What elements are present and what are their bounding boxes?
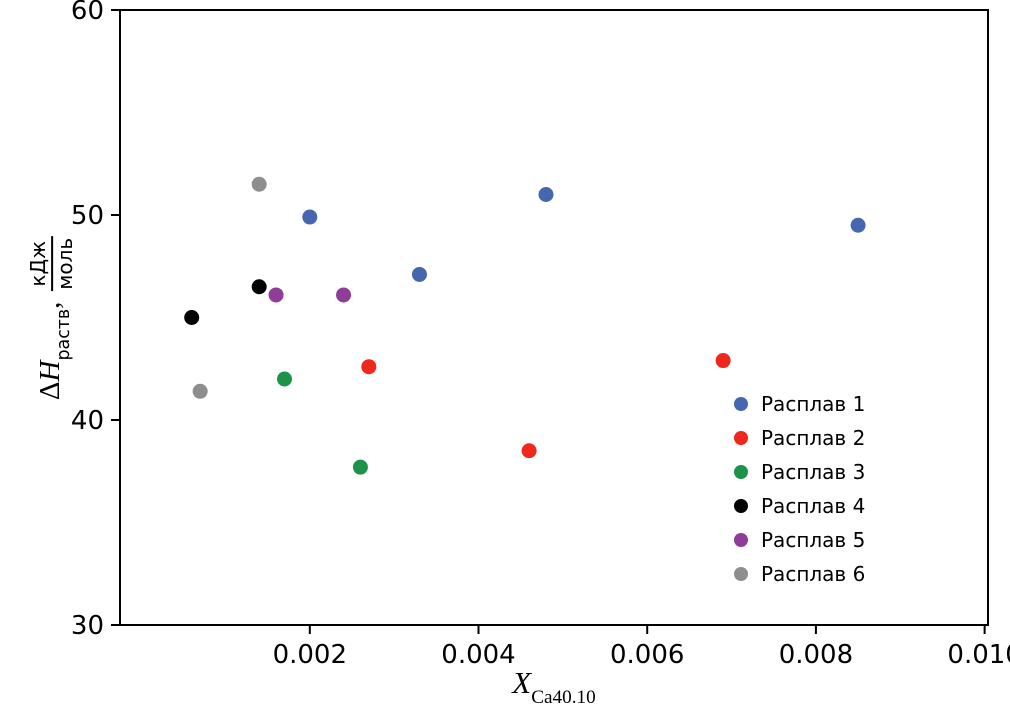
- data-point: [521, 443, 537, 459]
- data-point: [361, 359, 377, 375]
- legend-label: Расплав 4: [761, 494, 866, 518]
- data-point: [184, 310, 200, 325]
- data-point: [336, 287, 352, 303]
- y-tick-label: 50: [71, 201, 104, 231]
- legend-item: Расплав 5: [734, 523, 865, 557]
- legend-marker-dot: [734, 431, 748, 445]
- legend-item: Расплав 1: [734, 387, 865, 421]
- legend-marker-dot: [734, 533, 748, 547]
- x-symbol: X: [512, 665, 532, 700]
- data-point: [251, 279, 267, 295]
- legend-label: Расплав 2: [761, 426, 866, 450]
- legend-item: Расплав 6: [734, 557, 865, 591]
- data-point: [715, 353, 731, 369]
- legend-item: Расплав 2: [734, 421, 865, 455]
- x-tick-label: 0.008: [779, 640, 853, 670]
- x-tick-label: 0.002: [273, 640, 347, 670]
- legend-item: Расплав 4: [734, 489, 865, 523]
- y-tick-label: 30: [71, 611, 104, 641]
- legend-marker-dot: [734, 499, 748, 513]
- legend-label: Расплав 1: [761, 392, 866, 416]
- data-point: [352, 459, 368, 475]
- legend-label: Расплав 3: [761, 460, 866, 484]
- legend-marker-dot: [734, 567, 748, 581]
- data-point: [850, 217, 866, 233]
- legend-label: Расплав 6: [761, 562, 866, 586]
- data-point: [251, 176, 267, 192]
- legend: Расплав 1 Расплав 2 Расплав 3 Расплав 4 Расп…: [734, 387, 865, 591]
- legend-label: Расплав 5: [761, 528, 866, 552]
- data-point: [268, 287, 284, 303]
- data-point: [538, 187, 554, 202]
- legend-marker-dot: [734, 397, 748, 411]
- data-point: [411, 266, 427, 282]
- x-subscript: Ca40.10: [531, 687, 596, 709]
- legend-marker-dot: [734, 465, 748, 479]
- data-point: [276, 371, 292, 387]
- plot-frame: [119, 9, 989, 626]
- data-point: [302, 209, 318, 225]
- x-tick-label: 0.010: [947, 640, 1010, 670]
- data-point: [192, 383, 208, 399]
- x-tick-label: 0.006: [610, 640, 684, 670]
- legend-item: Расплав 3: [734, 455, 865, 489]
- y-tick-label: 60: [71, 0, 104, 26]
- y-tick-label: 40: [71, 406, 104, 436]
- x-axis-label: XCa40.10: [120, 665, 988, 707]
- x-tick-label: 0.004: [441, 640, 515, 670]
